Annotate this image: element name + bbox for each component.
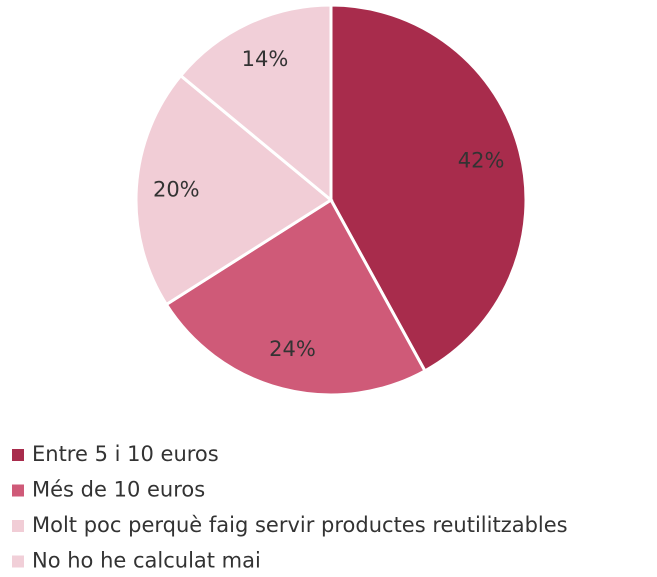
legend-label: Entre 5 i 10 euros (32, 442, 219, 466)
legend-label: Molt poc perquè faig servir productes re… (32, 513, 568, 537)
legend-swatch (12, 484, 24, 497)
legend-label: No ho he calculat mai (32, 549, 261, 573)
legend-swatch (12, 449, 24, 461)
slice-label: 20% (153, 177, 200, 201)
slice-label: 24% (269, 337, 316, 361)
slice-label: 42% (458, 148, 505, 172)
legend-swatch (12, 555, 24, 568)
legend-swatch (12, 520, 24, 532)
pie-slice (134, 73, 334, 307)
pie-slice (164, 197, 427, 397)
pie-slice (329, 3, 528, 373)
legend-label: Més de 10 euros (32, 478, 205, 502)
pie-slice (178, 3, 333, 204)
slice-label: 14% (242, 47, 289, 71)
